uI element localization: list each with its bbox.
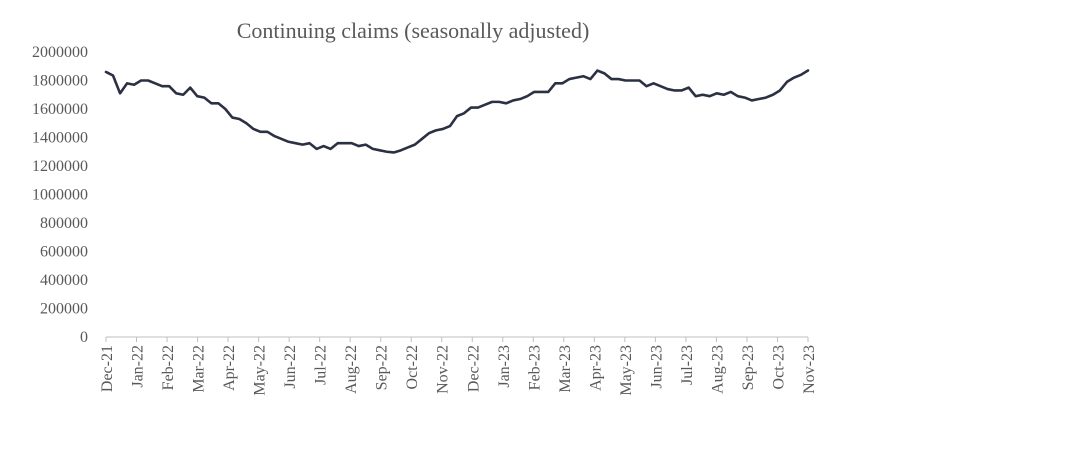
y-tick-label: 1200000 bbox=[32, 158, 88, 175]
x-tick-label: Apr-23 bbox=[587, 345, 604, 391]
y-tick-label: 200000 bbox=[40, 301, 88, 318]
series-line bbox=[104, 69, 810, 154]
x-tick-label: Jul-22 bbox=[313, 345, 330, 385]
y-tick-label: 1600000 bbox=[32, 101, 88, 118]
x-tick-label: Jun-23 bbox=[648, 345, 665, 389]
y-tick-label: 1800000 bbox=[32, 73, 88, 90]
x-tick-label: Apr-22 bbox=[221, 345, 238, 391]
y-axis: 0 200000 400000 600000 800000 1000000 1200000 1… bbox=[32, 44, 88, 346]
y-tick-label: 0 bbox=[80, 329, 88, 346]
y-tick-label: 800000 bbox=[40, 215, 88, 232]
x-tick-label: Mar-23 bbox=[557, 345, 574, 393]
x-tick-label: Sep-23 bbox=[740, 345, 757, 390]
x-tick-label: Jul-23 bbox=[679, 345, 696, 385]
x-tick-label: Jun-22 bbox=[282, 345, 299, 389]
x-tick-label: Feb-23 bbox=[526, 345, 543, 390]
x-tick-label: Nov-22 bbox=[435, 345, 452, 394]
y-tick-label: 400000 bbox=[40, 272, 88, 289]
y-tick-label: 2000000 bbox=[32, 44, 88, 61]
x-tick-label: May-23 bbox=[618, 345, 635, 396]
x-tick-label: Aug-23 bbox=[709, 345, 726, 394]
x-tick-label: Feb-22 bbox=[160, 345, 177, 390]
x-tick-label: May-22 bbox=[252, 345, 269, 396]
y-tick-label: 1400000 bbox=[32, 130, 88, 147]
x-tick-label: Aug-22 bbox=[343, 345, 360, 394]
x-tick-label: Oct-22 bbox=[404, 345, 421, 389]
x-tick-label: Oct-23 bbox=[770, 345, 787, 389]
x-tick-label: Jan-22 bbox=[130, 345, 147, 388]
y-tick-label: 1000000 bbox=[32, 187, 88, 204]
chart-title: Continuing claims (seasonally adjusted) bbox=[237, 18, 590, 43]
x-tick-label: Dec-21 bbox=[99, 345, 116, 392]
x-tick-label: Nov-23 bbox=[801, 345, 818, 394]
x-axis: Dec-21 Jan-22 Feb-22 Mar-22 Apr-22 May-22 Jun-… bbox=[99, 337, 818, 396]
y-tick-label: 600000 bbox=[40, 244, 88, 261]
x-tick-label: Mar-22 bbox=[191, 345, 208, 393]
x-tick-label: Sep-22 bbox=[374, 345, 391, 390]
x-tick-label: Dec-22 bbox=[465, 345, 482, 392]
x-tick-label: Jan-23 bbox=[496, 345, 513, 388]
